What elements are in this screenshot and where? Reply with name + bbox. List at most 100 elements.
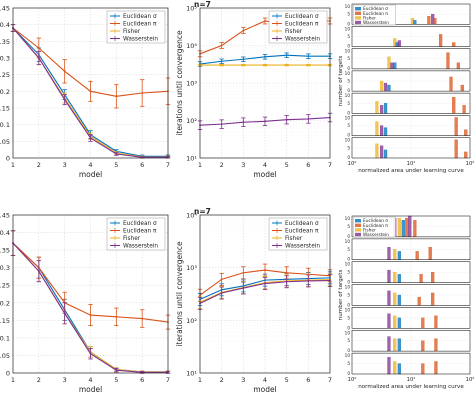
chart-bottom-middle: 10¹ 10² 10³ 10⁴ 1 2 3 4 5 6 7 model iterations until… [175,207,333,394]
data-point [63,98,66,101]
histogram-panel: 10 5 0 [345,238,471,262]
y-tick-label: 5 [347,123,350,128]
histogram-bar [421,317,425,329]
plot-frame [12,214,169,374]
data-point [285,118,288,121]
histogram-bar [380,125,384,136]
x-tick-label: 10⁰ [348,161,357,167]
legend-label: Euclidean π [363,11,388,17]
data-point [37,57,40,59]
y-tick-label: 5 [347,247,350,252]
histogram-bar [460,84,464,92]
y-tick-label: 10 [345,4,351,9]
histogram-bar [415,251,419,260]
y-tick-label: 10² [186,117,197,125]
data-point [264,120,266,123]
histogram-panel: 10 5 0 [345,115,471,138]
y-tick-label: 0.05 [0,352,10,360]
y-tick-label: 10⁵ [186,5,197,13]
y-tick-label: 0.3 [0,55,10,63]
histogram-bar [417,296,421,306]
data-point [307,64,310,67]
legend-swatch [355,219,361,223]
data-point [89,137,92,139]
histogram-bar [421,340,425,352]
panel-frame [351,115,471,137]
y-tick-label: 10¹ [186,370,197,378]
legend-label: Euclidean σ [285,221,319,227]
data-point [37,47,40,49]
data-point [264,282,266,285]
histogram-bar [397,363,401,375]
legend-label: Fisher [285,236,303,242]
chart-bottom-left: 0 0.05 0.1 0.15 0.2 0.25 0.3 0.35 0.4 0.45 1 2 3 4 5 6 7… [0,212,171,394]
y-tick-label: 5 [347,34,350,39]
legend-label: Euclidean π [285,229,319,235]
panel-frame [351,48,471,70]
y-axis-label: number of targets [338,270,344,321]
legend-swatch [355,16,361,20]
data-point [242,121,245,124]
x-tick-label: 2 [37,376,41,384]
plot-frame [199,214,331,374]
legend-label: Fisher [363,227,376,233]
legend-label: Fisher [123,236,141,242]
data-point [220,278,223,281]
y-tick-label: 10 [345,353,351,358]
legend-label: Wasserstein [123,37,158,43]
y-tick-label: 0 [347,155,350,160]
data-point [264,269,266,271]
x-tick-label: 3 [63,161,67,169]
histogram-bar [464,129,468,136]
panel-frame [351,25,471,47]
x-tick-label: 2 [220,376,224,384]
histogram-bar [449,76,453,92]
x-tick-label: 10² [466,377,474,383]
histogram-bar [375,121,379,136]
x-tick-label: 10⁰ [348,377,357,383]
data-point [264,20,266,22]
y-tick-label: 10 [345,262,351,267]
histogram-bar [397,251,401,260]
y-tick-label: 0 [347,234,350,239]
histogram-bar [431,271,435,283]
y-tick-label: 10 [345,26,351,31]
histogram-bar [393,338,397,352]
y-tick-label: 0 [347,325,350,330]
data-point [220,44,223,47]
histogram-panel: 10 5 0 [345,137,471,160]
histogram-bar [383,127,388,136]
data-point [220,60,223,63]
histogram-bar [375,143,379,159]
y-axis-label: number of targets [338,56,344,107]
histogram-bar [434,338,438,352]
y-tick-label: 0.4 [0,21,10,29]
y-tick-label: 0 [347,44,350,49]
histogram-bar [454,139,458,159]
x-tick-label: 5 [285,376,289,384]
y-tick-label: 10 [345,115,351,120]
data-point [89,90,92,93]
histogram-bar [380,105,384,114]
histogram-bar [387,247,391,260]
histogram-panel: 10 5 0 [345,25,471,49]
y-tick-label: 0 [347,110,350,115]
histogram-bar [439,34,443,47]
x-tick-label: 2 [220,161,224,169]
histogram-panel: 10 5 0 [345,307,471,330]
histogram-bar [383,103,388,114]
chart-top-left: 0 0.05 0.1 0.15 0.2 0.25 0.3 0.35 0.4 0.45 1 2 3 4 5 6 7… [0,5,171,179]
histogram-bar [393,271,397,283]
y-tick-label: 10⁴ [186,42,197,50]
panel-frame [351,329,471,352]
x-axis-label: model [79,170,102,179]
data-point [307,55,310,58]
histogram-bar [383,149,388,159]
y-tick-label: 10 [345,285,351,290]
